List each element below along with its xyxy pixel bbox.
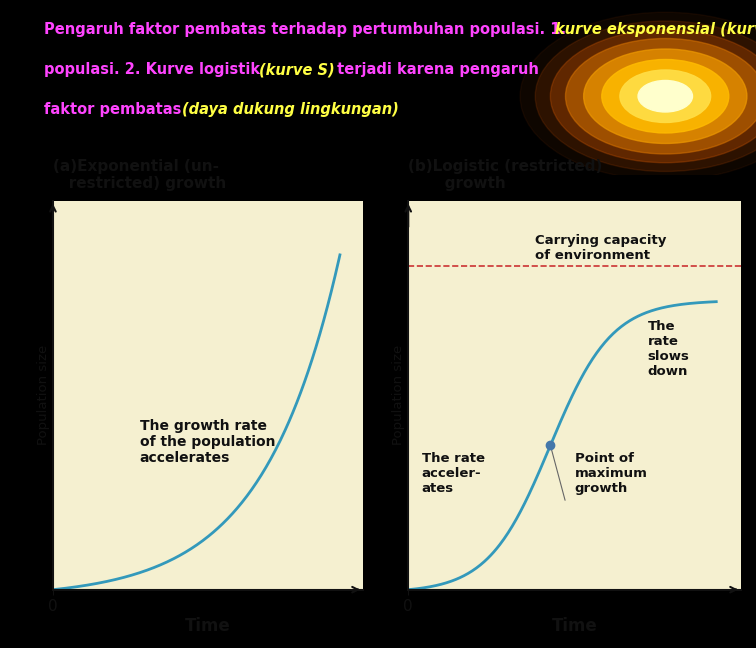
Circle shape — [620, 70, 711, 122]
Circle shape — [550, 30, 756, 163]
Y-axis label: Population size: Population size — [37, 345, 50, 445]
Text: The rate
acceler-
ates: The rate acceler- ates — [422, 452, 485, 494]
Circle shape — [584, 49, 747, 143]
Text: populasi. 2. Kurve logistik: populasi. 2. Kurve logistik — [44, 62, 265, 77]
Text: Carrying capacity
of environment: Carrying capacity of environment — [534, 233, 666, 262]
Text: (daya dukung lingkungan): (daya dukung lingkungan) — [182, 102, 399, 117]
Text: The growth rate
of the population
accelerates: The growth rate of the population accele… — [140, 419, 275, 465]
Text: Point of
maximum
growth: Point of maximum growth — [575, 452, 647, 494]
Circle shape — [520, 12, 756, 180]
Text: (kurve S): (kurve S) — [259, 62, 334, 77]
Text: kurve eksponensial (kurve J),: kurve eksponensial (kurve J), — [556, 22, 756, 37]
Text: The
rate
slows
down: The rate slows down — [648, 319, 689, 378]
Y-axis label: Population size: Population size — [392, 345, 405, 445]
Circle shape — [565, 38, 756, 154]
Text: terjadi karena pengaruh: terjadi karena pengaruh — [332, 62, 539, 77]
Text: Pengaruh faktor pembatas terhadap pertumbuhan populasi. 1.: Pengaruh faktor pembatas terhadap pertum… — [44, 22, 572, 37]
X-axis label: Time: Time — [552, 617, 597, 635]
Text: (b)Logistic (restricted)
       growth: (b)Logistic (restricted) growth — [408, 159, 603, 191]
Text: (a)Exponential (un-
   restricted) growth: (a)Exponential (un- restricted) growth — [53, 159, 226, 191]
X-axis label: Time: Time — [185, 617, 231, 635]
Text: faktor pembatas: faktor pembatas — [44, 102, 187, 117]
Circle shape — [602, 60, 729, 133]
Circle shape — [638, 80, 692, 112]
Circle shape — [535, 21, 756, 172]
